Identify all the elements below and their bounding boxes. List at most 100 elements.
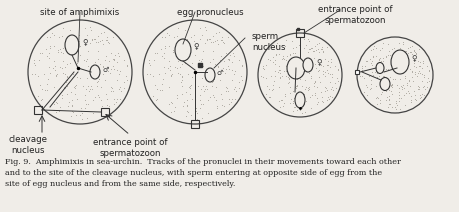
Point [84, 65, 91, 68]
Point [73, 75, 80, 79]
Point [415, 85, 422, 89]
Point [372, 84, 380, 88]
Point [301, 102, 308, 106]
Point [318, 47, 325, 51]
Point [419, 79, 426, 83]
Point [95, 78, 102, 81]
Point [398, 52, 406, 56]
Point [63, 92, 71, 96]
Point [307, 74, 314, 78]
Point [183, 99, 190, 102]
Point [111, 57, 118, 61]
Point [79, 84, 86, 87]
Point [410, 80, 417, 83]
Point [377, 59, 385, 62]
Point [282, 92, 289, 95]
Point [176, 65, 183, 68]
Point [88, 88, 95, 91]
Point [318, 95, 325, 98]
Point [70, 110, 77, 114]
Point [56, 65, 63, 68]
Point [50, 85, 57, 89]
Point [31, 61, 38, 64]
Point [84, 57, 91, 61]
Point [416, 64, 424, 68]
Point [306, 39, 313, 43]
Point [382, 56, 389, 59]
Point [366, 87, 373, 90]
Point [314, 48, 321, 51]
Point [99, 66, 106, 69]
Point [86, 89, 93, 93]
Point [220, 59, 228, 63]
Point [382, 77, 389, 80]
Point [286, 91, 293, 94]
Point [123, 63, 130, 67]
Point [97, 32, 105, 35]
Point [34, 75, 41, 78]
Point [224, 65, 232, 68]
Point [115, 54, 123, 57]
Point [120, 86, 128, 90]
Ellipse shape [295, 92, 305, 108]
Point [217, 58, 224, 61]
Point [83, 76, 90, 80]
Point [222, 51, 230, 54]
Point [375, 75, 382, 78]
Point [404, 58, 412, 61]
Point [225, 68, 233, 71]
Point [280, 101, 287, 105]
Point [291, 85, 299, 88]
Point [104, 69, 112, 73]
Point [374, 75, 381, 79]
Point [102, 54, 110, 57]
Point [116, 98, 123, 101]
Point [308, 47, 315, 50]
Point [323, 63, 330, 67]
Point [82, 102, 89, 106]
Point [277, 76, 284, 80]
Point [302, 111, 309, 114]
Point [265, 96, 273, 99]
Point [82, 98, 89, 102]
Point [68, 105, 75, 108]
Point [317, 63, 324, 67]
Point [418, 93, 425, 96]
Point [400, 50, 407, 53]
Point [420, 61, 427, 65]
Point [319, 49, 326, 53]
Point [210, 78, 217, 81]
Point [399, 72, 407, 75]
Point [312, 93, 319, 96]
Point [423, 65, 431, 68]
Point [284, 75, 291, 78]
Point [281, 44, 289, 47]
Point [415, 64, 423, 68]
Point [199, 57, 206, 61]
Point [185, 110, 192, 114]
Point [327, 72, 334, 75]
Point [157, 48, 165, 51]
Point [153, 87, 161, 91]
Point [87, 25, 94, 29]
Point [308, 94, 315, 97]
Point [315, 69, 322, 72]
Point [411, 93, 419, 96]
Point [203, 38, 210, 42]
Ellipse shape [205, 68, 215, 82]
Point [369, 63, 376, 66]
Point [423, 81, 431, 84]
Point [218, 97, 226, 100]
Point [91, 95, 98, 99]
Point [62, 72, 69, 76]
Point [319, 70, 326, 73]
Point [161, 71, 168, 74]
Point [379, 41, 386, 45]
Point [95, 57, 102, 60]
Point [185, 85, 193, 88]
Point [218, 36, 225, 39]
Point [317, 80, 324, 84]
Point [393, 83, 401, 87]
Point [163, 31, 170, 35]
Point [178, 74, 185, 78]
